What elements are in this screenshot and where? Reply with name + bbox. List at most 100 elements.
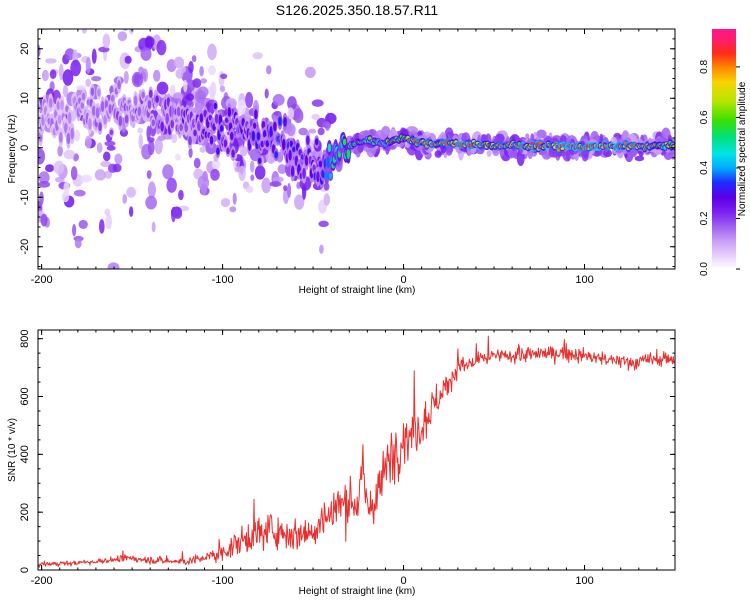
spectrogram-cell xyxy=(152,69,161,82)
snr-y-label: SNR (10 * v/v) xyxy=(7,418,18,482)
y-tick-label: 20 xyxy=(19,43,31,55)
spectrogram-cell xyxy=(142,15,149,22)
spectrogram-cell xyxy=(199,65,204,77)
spectrogram-cell xyxy=(316,171,320,183)
spectrogram-cell xyxy=(277,164,287,174)
spectrogram-cell xyxy=(104,170,113,179)
spectrogram-cell xyxy=(58,64,64,81)
spectrogram-cell xyxy=(290,165,295,177)
spectrogram-cell xyxy=(220,73,228,80)
spectrogram-cell xyxy=(216,147,220,155)
spectrogram-cell xyxy=(230,131,234,141)
spectrogram-cell xyxy=(185,93,195,101)
spectrogram-cell xyxy=(96,142,103,154)
spectrogram-cell xyxy=(560,147,565,151)
spectrogram-cell xyxy=(322,121,331,129)
spectrogram-cell xyxy=(80,102,85,109)
colorbar: 0.0 0.2 0.4 0.6 0.8 Normalized spectral ampl… xyxy=(699,29,748,276)
spectrogram-cell xyxy=(252,52,264,60)
spectrogram-cell xyxy=(123,70,129,84)
spectrogram-cell xyxy=(147,99,152,110)
snr-y-ticks: 0 200 400 600 800 xyxy=(19,329,675,573)
spectrogram-cell xyxy=(38,148,46,165)
spectrogram-cell xyxy=(207,43,217,61)
spectrogram-cell xyxy=(124,55,132,64)
spectrogram-cell xyxy=(292,146,296,153)
y-tick-label: 0 xyxy=(19,567,31,573)
spectrogram-cell xyxy=(78,219,88,229)
snr-plot-area xyxy=(38,330,675,570)
spectrogram-cell xyxy=(45,164,55,173)
spectrogram-cell xyxy=(173,208,183,220)
x-tick-label: -200 xyxy=(31,575,53,587)
spectrogram-cell xyxy=(287,107,295,120)
snr-x-ticks: -200 -100 0 100 xyxy=(31,330,676,587)
spectrogram-cell xyxy=(188,147,193,159)
spectrogram-cell xyxy=(188,60,194,74)
spectrogram-cell xyxy=(622,148,627,155)
spectrogram-cell xyxy=(176,106,181,117)
spectrogram-cell xyxy=(103,151,111,162)
spectrogram-cell xyxy=(173,56,185,69)
spectrogram-cell xyxy=(434,150,442,158)
spectrogram-cell xyxy=(273,121,277,132)
spectrogram-cell xyxy=(173,92,184,100)
spectrogram-cell xyxy=(357,143,364,153)
spectrogram-cell xyxy=(73,153,80,162)
snr-series-line xyxy=(38,335,675,568)
spectrogram-cell xyxy=(124,114,129,124)
spectrogram-cell xyxy=(210,168,220,181)
y-tick-label: -20 xyxy=(19,239,31,255)
spectrogram-cell xyxy=(298,127,309,136)
spectrogram-cell xyxy=(104,140,116,147)
spectrogram-cell xyxy=(283,185,288,192)
spectrogram-cell xyxy=(272,94,285,106)
spectrogram-cell xyxy=(183,79,188,93)
spectrogram-cell xyxy=(254,165,266,180)
y-tick-label: 800 xyxy=(19,329,31,347)
spectrogram-x-ticks: -200 -100 0 100 xyxy=(31,29,676,286)
spectrogram-cell xyxy=(191,106,202,114)
y-tick-label: -10 xyxy=(19,189,31,205)
spectrogram-cell xyxy=(229,206,237,213)
spectrogram-cell xyxy=(294,194,305,210)
spectrogram-cell xyxy=(252,122,257,129)
spectrogram-cell xyxy=(105,214,113,230)
spectrogram-cell xyxy=(67,111,72,124)
x-tick-label: -100 xyxy=(212,274,234,286)
spectrogram-cell xyxy=(40,213,48,227)
spectrogram-cell xyxy=(318,220,329,228)
x-tick-label: -200 xyxy=(31,274,53,286)
snr-panel: -200 -100 0 100 0 200 400 600 800 Height of str… xyxy=(7,329,676,597)
spectrogram-cell xyxy=(197,175,210,190)
spectrogram-heatmap xyxy=(38,15,675,269)
y-tick-label: 10 xyxy=(19,92,31,104)
x-tick-label: 100 xyxy=(575,274,593,286)
spectrogram-cell xyxy=(287,182,292,198)
spectrogram-cell xyxy=(147,137,155,143)
spectrogram-cell xyxy=(304,154,309,166)
spectrogram-cell xyxy=(227,107,232,117)
spectrogram-cell xyxy=(245,91,254,109)
spectrogram-cell xyxy=(156,39,167,56)
spectrogram-cell xyxy=(223,139,228,148)
spectrogram-cell xyxy=(109,129,114,136)
colorbar-tick-label: 0.4 xyxy=(699,161,710,175)
spectrogram-cell xyxy=(128,29,135,35)
colorbar-label: Normalized spectral amplitude xyxy=(737,81,748,216)
spectrogram-cell xyxy=(165,112,170,125)
spectrogram-cell xyxy=(80,174,93,183)
spectrogram-cell xyxy=(346,148,351,160)
spectrogram-cell xyxy=(60,99,64,111)
spectrogram-cell xyxy=(536,129,547,139)
spectrogram-cell xyxy=(38,171,50,184)
spectrogram-cell xyxy=(123,29,128,31)
spectrogram-cell xyxy=(237,99,246,116)
colorbar-tick-label: 0.0 xyxy=(699,262,710,276)
spectrogram-cell xyxy=(293,108,304,123)
spectrogram-cell xyxy=(138,66,144,74)
spectrogram-cell xyxy=(232,192,237,205)
spectrogram-cell xyxy=(525,133,530,140)
spectrogram-cell xyxy=(128,206,134,218)
spectrogram-cell xyxy=(41,69,49,82)
